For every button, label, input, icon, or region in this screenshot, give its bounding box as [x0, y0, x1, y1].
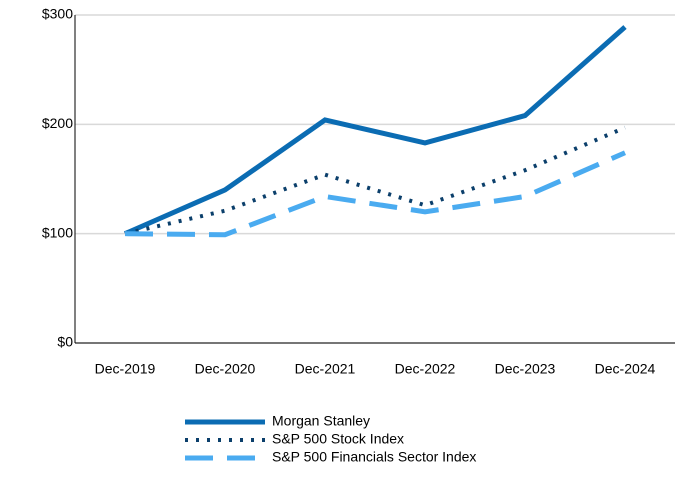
- y-tick-label: $300: [42, 6, 73, 22]
- line-series: [123, 25, 627, 236]
- line-series: [124, 150, 627, 238]
- legend-label: S&P 500 Financials Sector Index: [272, 449, 476, 465]
- x-tick-label: Dec-2020: [195, 361, 256, 377]
- x-tick-label: Dec-2021: [295, 361, 356, 377]
- y-tick-label: $0: [57, 334, 73, 350]
- y-tick-label: $200: [42, 115, 73, 131]
- legend-label: S&P 500 Stock Index: [272, 431, 404, 447]
- x-tick-label: Dec-2019: [95, 361, 156, 377]
- x-tick-label: Dec-2024: [595, 361, 656, 377]
- legend-label: Morgan Stanley: [272, 413, 370, 429]
- y-tick-label: $100: [42, 224, 73, 240]
- line-series: [124, 125, 626, 236]
- x-tick-label: Dec-2023: [495, 361, 556, 377]
- x-tick-label: Dec-2022: [395, 361, 456, 377]
